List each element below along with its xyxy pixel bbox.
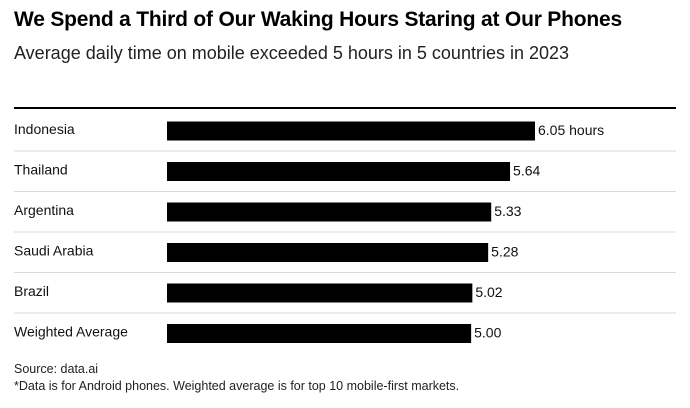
category-label: Brazil <box>14 283 49 299</box>
footnote: *Data is for Android phones. Weighted av… <box>14 379 460 393</box>
bar <box>167 283 473 303</box>
bar <box>167 324 472 343</box>
value-label: 5.64 <box>513 163 540 179</box>
chart-title: We Spend a Third of Our Waking Hours Sta… <box>14 8 622 31</box>
bar <box>167 162 511 181</box>
category-label: Argentina <box>14 202 74 218</box>
value-label: 5.33 <box>494 203 521 219</box>
header-divider <box>14 107 676 109</box>
bar-chart: Indonesia 6.05 hours Thailand 5.64 Argentina… <box>14 121 676 343</box>
category-label: Weighted Average <box>14 324 128 340</box>
value-label: 5.00 <box>474 325 501 341</box>
value-label: 5.02 <box>475 284 502 300</box>
category-label: Indonesia <box>14 121 75 137</box>
value-label: 5.28 <box>491 244 518 260</box>
bar <box>167 202 492 222</box>
value-label: 6.05 hours <box>538 122 604 138</box>
category-label: Thailand <box>14 162 68 178</box>
bar <box>167 243 489 262</box>
bar <box>167 121 535 141</box>
source-note: Source: data.ai <box>14 362 99 376</box>
category-label: Saudi Arabia <box>14 243 94 259</box>
chart-subtitle: Average daily time on mobile exceeded 5 … <box>14 43 570 63</box>
